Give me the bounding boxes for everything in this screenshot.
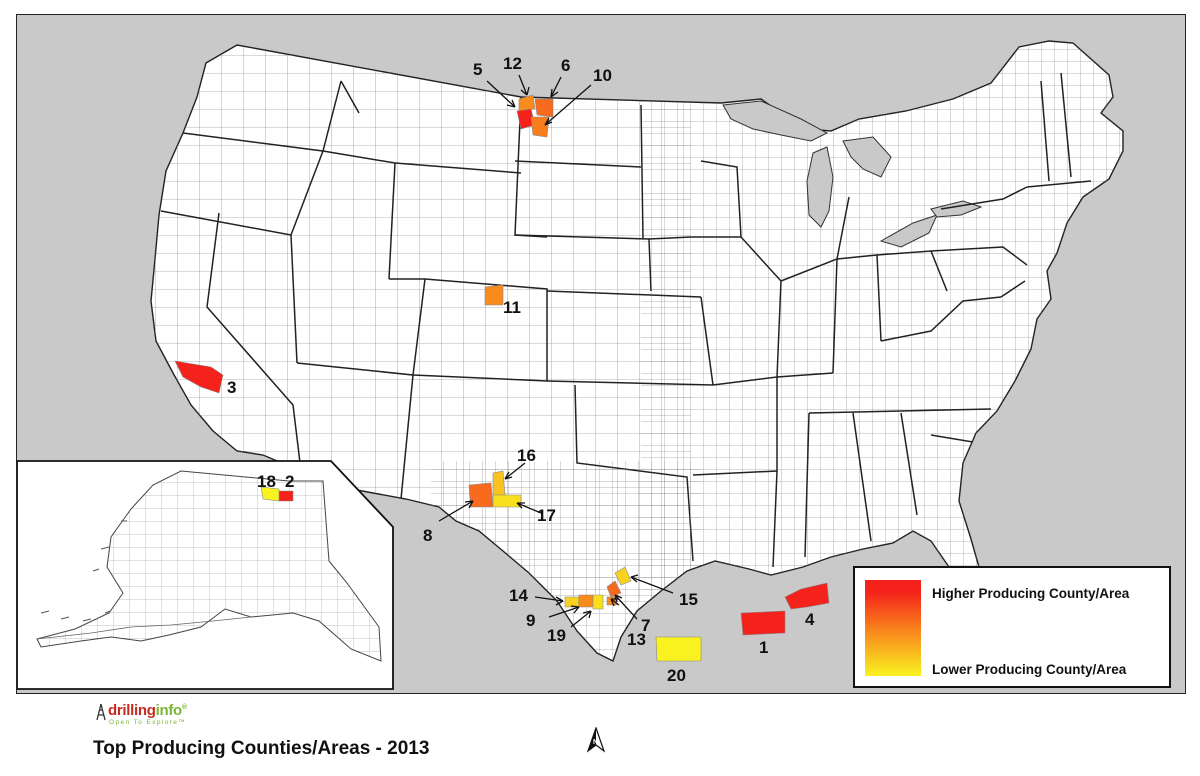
area-1	[740, 610, 786, 636]
legend-color-ramp	[865, 580, 921, 676]
area-12	[518, 94, 536, 112]
area-label-15: 15	[679, 590, 698, 609]
area-labels: 1 2 3 4 5 6 7 8 9 10 11 12 13 14 15 16 1…	[227, 54, 815, 685]
legend: Higher Producing County/Area Lower Produ…	[853, 566, 1171, 688]
area-label-7: 7	[641, 616, 650, 635]
area-label-2: 2	[285, 472, 294, 491]
area-4	[784, 582, 830, 610]
area-18	[260, 486, 280, 502]
area-label-18: 18	[257, 472, 276, 491]
area-label-20: 20	[667, 666, 686, 685]
area-label-4: 4	[805, 610, 815, 629]
state-boundaries	[160, 72, 1092, 568]
area-11	[484, 284, 504, 306]
area-label-6: 6	[561, 56, 570, 75]
logo-wordmark: drillinginfo®	[108, 702, 187, 719]
alaska-inset	[17, 460, 394, 690]
area-17	[492, 494, 522, 508]
area-13	[606, 580, 622, 598]
area-label-10: 10	[593, 66, 612, 85]
area-2	[278, 490, 294, 502]
area-label-19: 19	[547, 626, 566, 645]
area-6	[534, 98, 554, 118]
logo-name-part2: info	[155, 702, 183, 719]
area-label-8: 8	[423, 526, 432, 545]
area-8	[468, 482, 494, 508]
us-map: 1 2 3 4 5 6 7 8 9 10 11 12 13 14 15 16 1…	[17, 40, 1124, 690]
logo-registered: ®	[181, 704, 187, 711]
derrick-icon	[96, 703, 106, 721]
area-label-16: 16	[517, 446, 536, 465]
map-frame: 1 2 3 4 5 6 7 8 9 10 11 12 13 14 15 16 1…	[16, 14, 1186, 694]
area-20	[655, 636, 702, 662]
legend-low-label: Lower Producing County/Area	[932, 662, 1127, 677]
legend-high-label: Higher Producing County/Area	[932, 586, 1130, 601]
logo-tagline: Open To Explore™	[109, 719, 187, 726]
area-19	[592, 594, 604, 610]
great-lakes	[722, 100, 983, 248]
area-label-3: 3	[227, 378, 236, 397]
area-10	[530, 116, 550, 138]
area-label-12: 12	[503, 54, 522, 73]
area-label-5: 5	[473, 60, 482, 79]
producing-areas	[174, 94, 830, 662]
area-label-14: 14	[509, 586, 528, 605]
svg-text:N: N	[593, 739, 598, 746]
area-label-13: 13	[627, 630, 646, 649]
area-15	[614, 566, 632, 586]
page-title: Top Producing Counties/Areas - 2013	[93, 738, 430, 759]
north-arrow-icon: N	[586, 727, 606, 753]
leader-arrows	[438, 74, 674, 628]
area-label-9: 9	[526, 611, 535, 630]
area-label-1: 1	[759, 638, 768, 657]
logo-name-part1: drilling	[108, 702, 156, 719]
area-label-11: 11	[503, 298, 521, 317]
area-3	[174, 360, 224, 394]
area-9	[578, 594, 594, 608]
area-16	[492, 470, 506, 496]
area-label-17: 17	[537, 506, 556, 525]
